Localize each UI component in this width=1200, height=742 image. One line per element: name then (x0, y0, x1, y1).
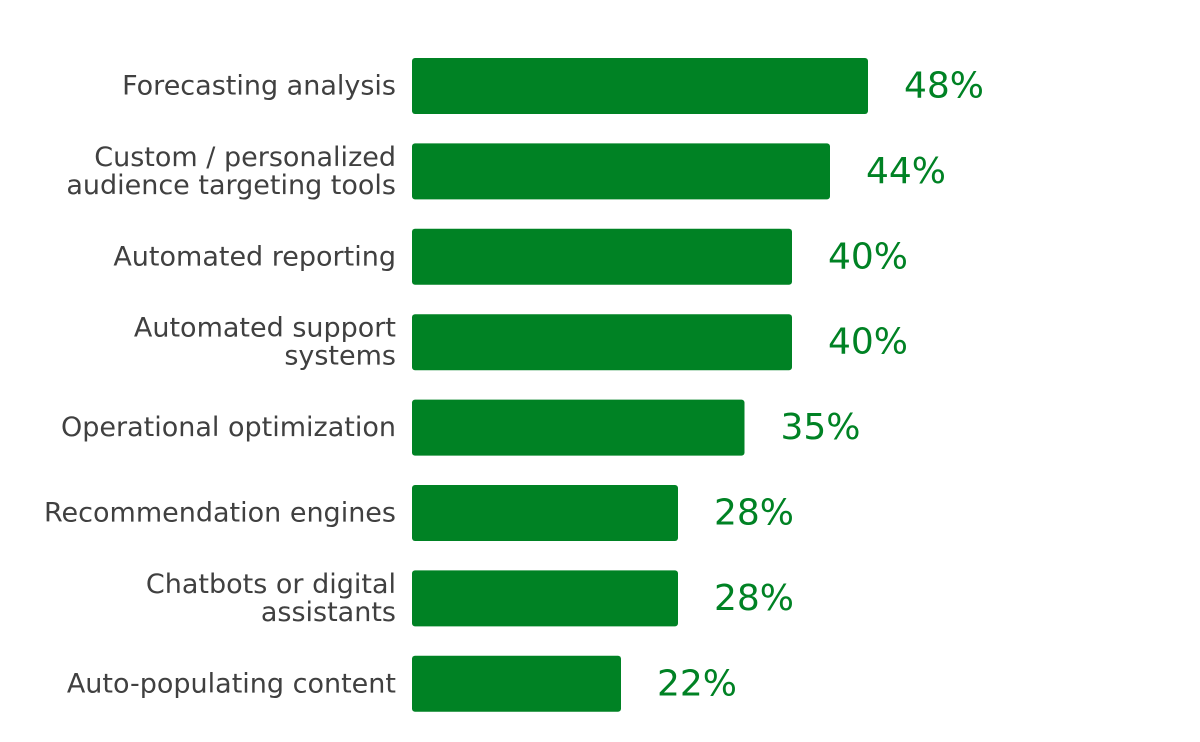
category-label-line: audience targeting tools (66, 170, 396, 201)
category-label-7: Chatbots or digital assistants (146, 569, 396, 628)
value-label-8: 22% (657, 663, 737, 704)
bar-7 (412, 570, 678, 627)
category-label-6: Recommendation engines (44, 498, 396, 529)
bar-2 (412, 143, 830, 200)
category-label-1: Forecasting analysis (122, 71, 396, 102)
bar-6 (412, 485, 678, 541)
bars-group (412, 58, 868, 712)
bar-1 (412, 58, 868, 114)
bar-4 (412, 314, 792, 371)
category-label-line: Automated reporting (113, 241, 396, 272)
category-label-line: Auto-populating content (67, 668, 396, 699)
category-label-4: Automated support systems (134, 313, 396, 372)
value-label-1: 48% (904, 66, 984, 107)
category-label-line: assistants (261, 597, 396, 628)
category-label-3: Automated reporting (113, 241, 396, 272)
category-label-line: Forecasting analysis (122, 71, 396, 102)
category-label-line: Recommendation engines (44, 498, 396, 529)
category-label-8: Auto-populating content (67, 668, 396, 699)
category-labels-group: Forecasting analysis Custom / personalize… (44, 71, 396, 700)
value-label-7: 28% (714, 578, 794, 619)
category-label-2: Custom / personalized audience targeting … (66, 142, 396, 201)
value-labels-group: 48% 44% 40% 40% 35% 28% 28% 22% (657, 66, 984, 705)
value-label-3: 40% (828, 236, 908, 277)
bar-3 (412, 228, 792, 285)
category-label-line: Custom / personalized (94, 142, 396, 173)
category-label-line: Chatbots or digital (146, 569, 396, 600)
category-label-line: Operational optimization (61, 412, 396, 443)
category-label-line: Automated support (134, 313, 396, 344)
category-label-5: Operational optimization (61, 412, 396, 443)
value-label-6: 28% (714, 493, 794, 534)
bar-5 (412, 399, 745, 456)
bar-8 (412, 655, 621, 712)
value-label-4: 40% (828, 322, 908, 363)
value-label-5: 35% (781, 407, 861, 448)
value-label-2: 44% (866, 151, 946, 192)
category-label-line: systems (284, 341, 396, 372)
